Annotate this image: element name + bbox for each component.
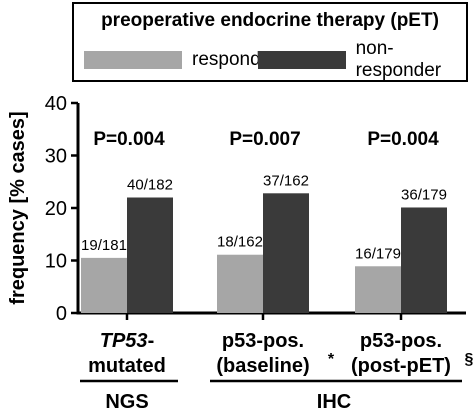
legend-item-non-responder: non-responder [258,38,466,81]
data-label-responder-2: 16/179 [355,245,401,262]
bar-non-responder-2 [401,207,447,313]
legend-label-non-responder: non-responder [355,38,442,81]
legend-item-responder: responder [84,48,278,72]
legend-swatch-non-responder [258,51,346,69]
bar-responder-0 [81,257,127,313]
group-label-ihc: IHC [317,391,351,413]
category-label-line2: (post-pET) [351,355,451,377]
data-label-responder-1: 18/162 [217,234,263,251]
y-tick-label: 0 [56,303,67,325]
y-tick-label: 20 [45,198,67,220]
bar-non-responder-0 [127,197,173,313]
labels: 19/181 18/162 16/179 40/182 37/162 36/179 P=0.… [81,129,473,413]
category-label-line2: mutated [88,355,166,377]
legend-title: preoperative endocrine therapy (pET) [101,10,439,31]
category-label-mark: * [328,351,335,368]
legend: preoperative endocrine therapy (pET) res… [72,2,468,82]
y-axis-label: frequency [% cases] [7,111,29,304]
y-tick-label: 30 [45,146,67,168]
y-tick-label: 40 [45,93,67,115]
legend-swatch-responder [84,51,182,69]
category-label-line2: (baseline) [216,355,309,377]
category-label-line1: TP53- [100,330,154,352]
group-label-ngs: NGS [105,391,148,413]
legend-label-responder: responder [192,49,278,70]
p-value-label: P=0.004 [93,129,165,150]
category-label-line1: p53-pos. [222,330,304,352]
data-label-non-responder-2: 36/179 [401,186,447,203]
category-label-gene: TP53 [100,330,148,352]
category-label-mark: § [465,351,474,368]
category-label-line1: p53-pos. [360,330,442,352]
data-label-responder-0: 19/181 [81,237,127,254]
bar-responder-2 [355,266,401,313]
data-label-non-responder-0: 40/182 [127,177,173,194]
bar-non-responder-1 [263,193,309,313]
bar-responder-1 [217,254,263,313]
category-label-dash: - [148,330,155,352]
data-label-non-responder-1: 37/162 [263,172,309,189]
p-value-label: P=0.004 [367,129,439,150]
p-value-label: P=0.007 [229,129,300,150]
y-tick-label: 10 [45,251,67,273]
bars [81,193,447,313]
